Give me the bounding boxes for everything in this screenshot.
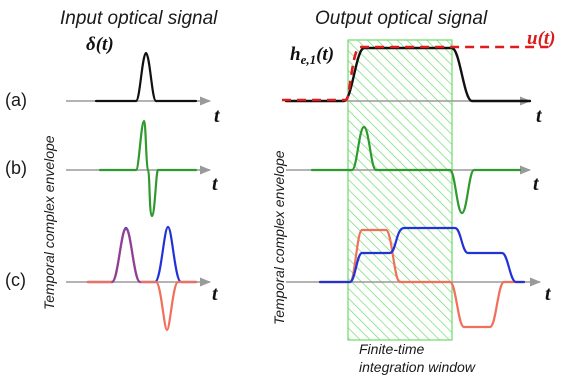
t-label-output-a: t: [536, 105, 543, 127]
output-y-axis-label: Temporal complex envelope: [271, 150, 287, 325]
input-title: Input optical signal: [60, 8, 218, 29]
output-title: Output optical signal: [315, 8, 488, 29]
delta-label: δ(t): [86, 34, 114, 55]
input-y-axis-label: Temporal complex envelope: [41, 135, 57, 310]
row-label-a: (a): [5, 90, 27, 110]
output-integrated-blue: [318, 226, 526, 284]
input-delta-pulse: [94, 51, 198, 103]
input-doublet-pulse: [98, 119, 198, 218]
step-function-label: u(t): [527, 28, 556, 49]
output-integrated-salmon: [318, 228, 526, 329]
row-label-b: (b): [5, 158, 27, 178]
input-pulse-1-blue: [86, 225, 198, 284]
t-label-input-a: t: [214, 105, 221, 127]
impulse-response-label: he,1(t): [290, 44, 334, 67]
input-pulse-overlap-purple: [111, 228, 141, 283]
window-caption-line-2: integration window: [359, 359, 476, 375]
row-label-c: (c): [5, 270, 26, 290]
t-label-output-b: t: [533, 173, 540, 195]
integration-window: [347, 39, 453, 341]
t-label-input-b: t: [212, 173, 219, 195]
t-label-output-c: t: [545, 283, 552, 305]
window-caption-line-1: Finite-time: [359, 341, 425, 357]
output-edge-pulses: [310, 125, 522, 215]
output-step-function: [282, 45, 548, 102]
t-label-input-c: t: [212, 283, 219, 305]
